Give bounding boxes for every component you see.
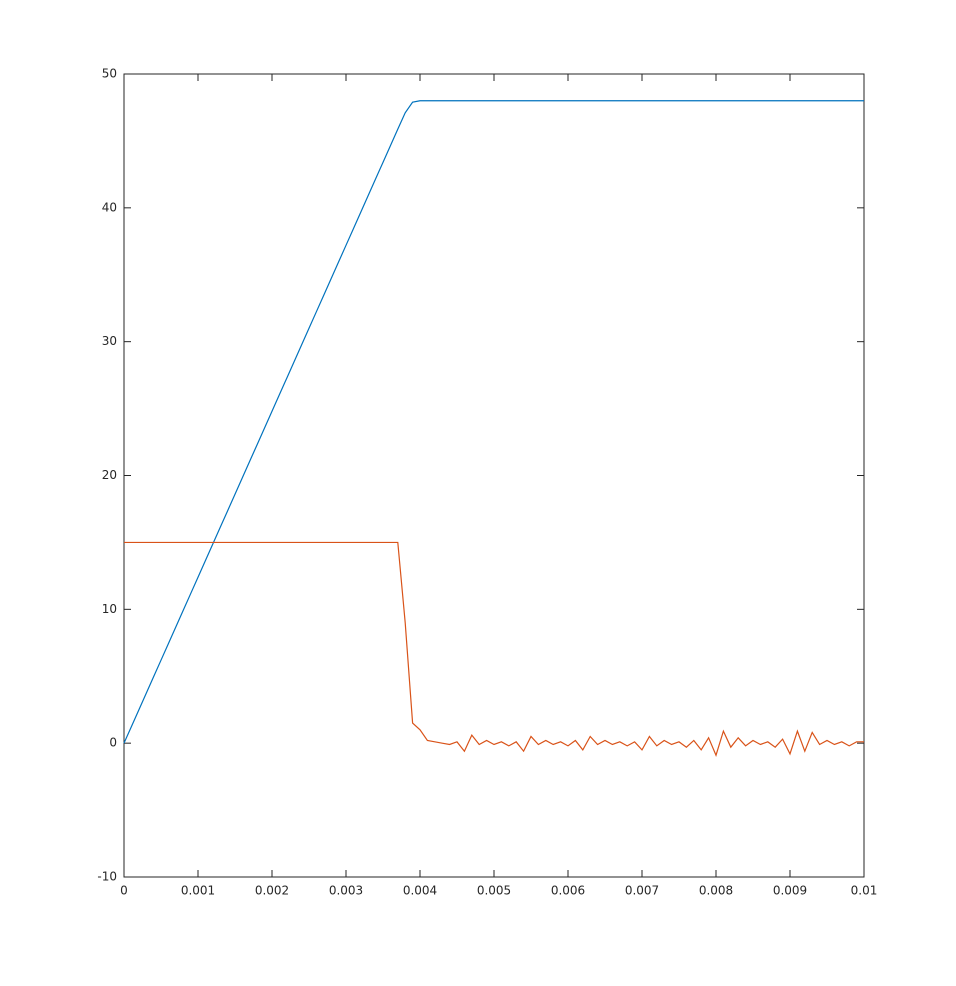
x-tick-label: 0.006 — [551, 884, 585, 898]
x-tick-label: 0.001 — [181, 884, 215, 898]
y-tick-label: -10 — [97, 870, 117, 884]
x-tick-label: 0.004 — [403, 884, 437, 898]
plot-box — [123, 73, 865, 878]
series-line — [124, 541, 864, 757]
x-tick-label: 0.007 — [625, 884, 659, 898]
x-tick-label: 0.003 — [329, 884, 363, 898]
x-tick-label: 0.009 — [773, 884, 807, 898]
y-tick-label: 30 — [102, 334, 117, 348]
x-tick-label: 0.005 — [477, 884, 511, 898]
y-tick-label: 20 — [102, 468, 117, 482]
x-tick-label: 0 — [120, 884, 128, 898]
x-tick-label: 0.008 — [699, 884, 733, 898]
y-tick-label: 50 — [102, 67, 117, 81]
y-tick-label: 0 — [109, 736, 117, 750]
y-tick-label: 40 — [102, 200, 117, 214]
y-tick-label: 10 — [102, 602, 117, 616]
series-line — [123, 100, 864, 744]
x-tick-label: 0.01 — [851, 884, 878, 898]
x-tick-label: 0.002 — [255, 884, 289, 898]
